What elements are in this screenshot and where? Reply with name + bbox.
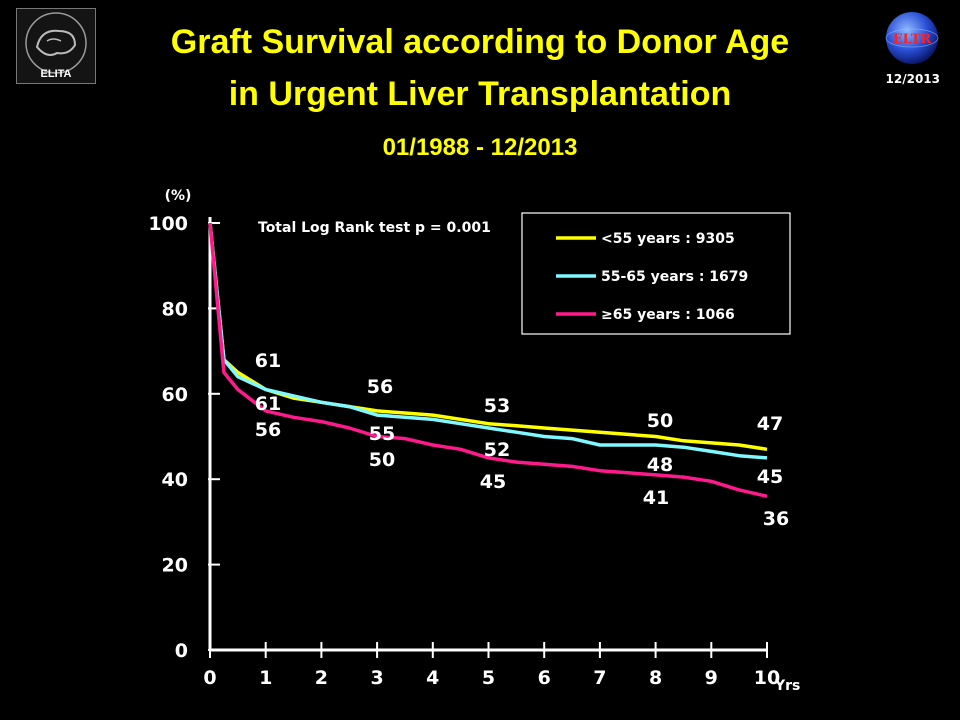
data-label: 45	[480, 471, 506, 493]
data-label: 52	[484, 439, 510, 461]
chart-legend: <55 years : 9305 55-65 years : 1679 ≥65 ye…	[521, 212, 791, 335]
x-axis-label: Yrs	[774, 678, 800, 694]
legend-entry: <55 years : 9305	[601, 231, 735, 247]
data-label: 47	[757, 413, 783, 435]
x-tick-label: 9	[705, 667, 718, 689]
y-tick-label: 40	[162, 469, 188, 491]
chart-series	[208, 222, 768, 499]
legend-entry: ≥65 years : 1066	[601, 307, 735, 323]
x-tick-label: 10	[754, 667, 780, 689]
chart-data-labels: 61 61 56 56 55 50 53 52 45 50 48 41 47 45 36	[255, 350, 789, 530]
x-tick-label: 7	[593, 667, 606, 689]
y-tick-label: 0	[175, 640, 188, 662]
page-title-line2: in Urgent Liver Transplantation	[228, 75, 732, 113]
data-label: 50	[369, 449, 395, 471]
data-label: 36	[763, 508, 789, 530]
page-title-line1: Graft Survival according to Donor Age	[170, 23, 790, 61]
data-label: 61	[255, 350, 281, 372]
page-subtitle: 01/1988 - 12/2013	[382, 134, 578, 161]
log-rank-annotation: Total Log Rank test p = 0.001	[258, 220, 491, 236]
data-label: 56	[255, 419, 281, 441]
legend-entry: 55-65 years : 1679	[601, 269, 748, 285]
legend-box	[521, 212, 791, 335]
eltr-logo: ELTR	[884, 10, 940, 66]
x-tick-label: 3	[370, 667, 383, 689]
data-label: 53	[484, 395, 510, 417]
x-tick-label: 0	[203, 667, 216, 689]
globe-icon: ELTR	[885, 12, 939, 64]
eltr-logo-text: ELTR	[893, 32, 932, 47]
data-label: 41	[643, 487, 669, 509]
y-axis-label: (%)	[165, 188, 192, 204]
x-tick-label: 1	[259, 667, 272, 689]
data-label: 55	[369, 423, 395, 445]
x-tick-label: 2	[315, 667, 328, 689]
elita-logo-text: ELITA	[41, 68, 72, 80]
elita-logo: ELITA	[16, 8, 96, 84]
x-tick-label: 4	[426, 667, 439, 689]
data-label: 45	[757, 466, 783, 488]
liver-icon: ELITA	[25, 12, 87, 80]
data-label: 56	[367, 376, 393, 398]
data-label: 48	[647, 454, 673, 476]
data-label: 61	[255, 393, 281, 415]
y-tick-label: 20	[162, 555, 188, 577]
x-tick-label: 6	[538, 667, 551, 689]
series-line-2	[208, 222, 768, 499]
x-tick-label: 5	[482, 667, 495, 689]
y-tick-label: 80	[162, 298, 188, 320]
data-label: 50	[647, 410, 673, 432]
series-line-1	[208, 222, 768, 460]
y-tick-label: 100	[148, 213, 188, 235]
y-tick-label: 60	[162, 384, 188, 406]
date-stamp: 12/2013	[885, 72, 940, 86]
x-tick-label: 8	[649, 667, 662, 689]
